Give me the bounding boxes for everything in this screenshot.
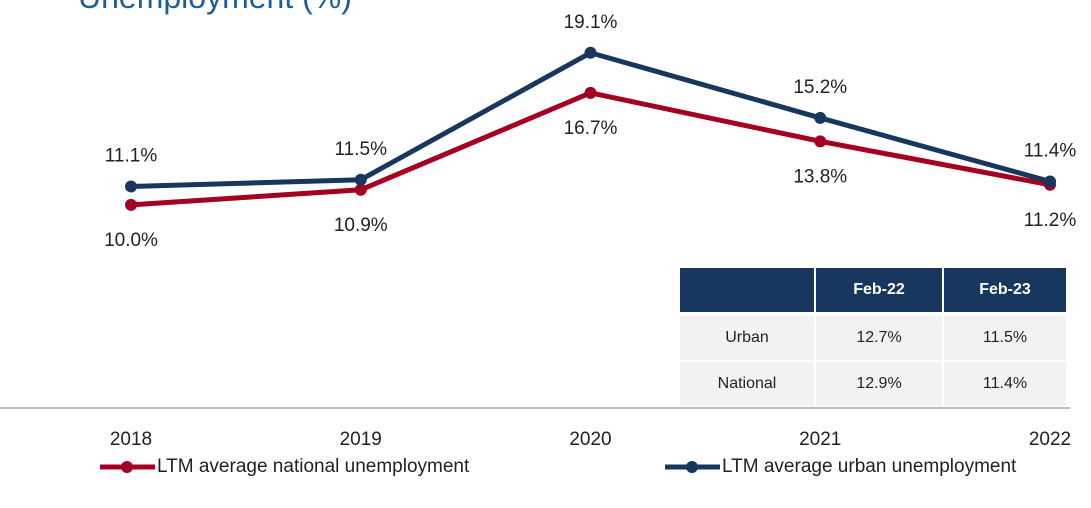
x-tick-label: 2022 xyxy=(1029,429,1071,450)
x-tick-label: 2021 xyxy=(799,429,841,450)
chart-title: Unemployment (%) xyxy=(78,0,352,15)
table-cell xyxy=(944,316,1066,360)
table-cell xyxy=(680,362,814,406)
table-header-cell xyxy=(816,268,942,312)
table-cell xyxy=(944,362,1066,406)
table-text: National xyxy=(718,375,777,392)
data-point xyxy=(814,111,827,124)
table-text: 11.4% xyxy=(983,375,1027,392)
table-text: Urban xyxy=(725,329,769,346)
data-point xyxy=(814,135,827,148)
table-cell xyxy=(816,316,942,360)
table-cell xyxy=(816,362,942,406)
table-text: 12.7% xyxy=(856,329,901,346)
legend-swatch-dot xyxy=(686,461,698,473)
data-label: 13.8% xyxy=(793,166,847,187)
table-header-cell xyxy=(944,268,1066,312)
table-text: 11.5% xyxy=(983,329,1027,346)
data-point xyxy=(584,86,597,99)
data-label: 10.9% xyxy=(334,215,388,236)
table-text: 12.9% xyxy=(856,375,901,392)
legend-swatch-dot xyxy=(121,461,133,473)
data-label: 19.1% xyxy=(564,12,618,33)
table-header: Feb-23 xyxy=(979,281,1031,298)
x-tick-label: 2020 xyxy=(569,429,611,450)
data-point xyxy=(125,198,137,211)
data-point xyxy=(584,46,597,59)
data-label: 10.0% xyxy=(104,230,158,251)
data-point xyxy=(1044,175,1056,188)
legend-label: LTM average national unemployment xyxy=(157,456,470,477)
series-line xyxy=(130,90,1051,208)
inset-table: Feb-22 Feb-23 xyxy=(680,268,1066,312)
x-tick-label: 2018 xyxy=(110,429,152,450)
legend-label: LTM average urban unemployment xyxy=(722,456,1017,477)
data-label: 11.5% xyxy=(335,139,388,160)
data-label: 16.7% xyxy=(564,118,618,139)
table-header-cell xyxy=(680,268,814,312)
data-label: 11.2% xyxy=(1024,210,1077,231)
table-cell xyxy=(680,316,814,360)
data-label: 11.1% xyxy=(105,145,158,166)
x-tick-label: 2019 xyxy=(340,429,382,450)
table-header: Feb-22 xyxy=(853,281,905,298)
data-label: 11.4% xyxy=(1024,140,1077,161)
data-point xyxy=(354,183,367,196)
data-point xyxy=(125,180,137,193)
data-label: 15.2% xyxy=(793,77,847,98)
data-point xyxy=(354,173,367,186)
